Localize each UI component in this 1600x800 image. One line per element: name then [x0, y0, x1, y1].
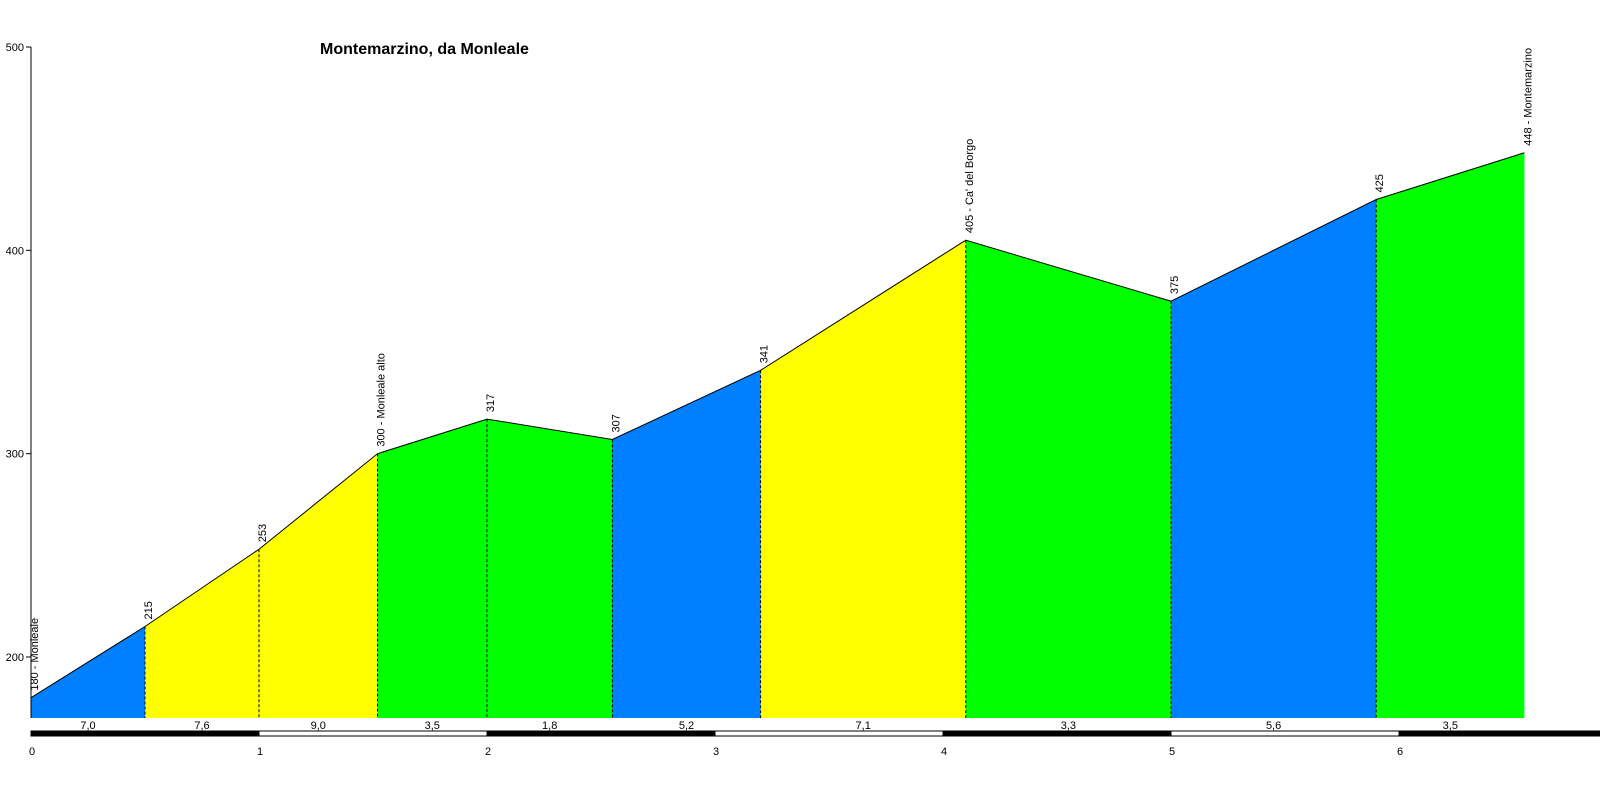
- point-labels: 180 - Monleale 215 253 300 - Monleale alto 3…: [29, 48, 1534, 691]
- segment-dividers: [144, 199, 1377, 718]
- x-tick-label: 4: [941, 746, 947, 758]
- point-label: 425: [1374, 174, 1386, 192]
- grade-labels: 7,0 7,6 9,0 3,5 1,8 5,2 7,1 3,3 5,6 3,5: [80, 720, 1458, 732]
- point-label: 253: [257, 524, 269, 542]
- x-tick-label: 2: [485, 746, 491, 758]
- segment-area: [760, 240, 966, 718]
- point-label: 448 - Montemarzino: [1522, 48, 1534, 146]
- segment-area: [487, 419, 613, 718]
- grade-label: 3,5: [1443, 720, 1458, 732]
- y-axis-ticks: 200 300 400 500: [6, 42, 31, 664]
- grade-label: 7,0: [80, 720, 95, 732]
- segment-area: [31, 626, 145, 718]
- x-tick-label: 5: [1169, 746, 1175, 758]
- y-tick-label: 200: [6, 652, 24, 664]
- scale-bar-block: [258, 730, 488, 737]
- segment-area: [965, 240, 1171, 718]
- y-tick-label: 300: [6, 449, 24, 461]
- segment-area: [1376, 152, 1525, 718]
- point-label: 215: [143, 601, 155, 619]
- scale-bar-block: [1170, 730, 1400, 737]
- scale-bar-block: [30, 730, 260, 737]
- segment-area: [612, 370, 761, 718]
- point-label: 317: [485, 394, 497, 412]
- segment-area: [259, 453, 378, 718]
- point-label: 405 - Ca' del Borgo: [964, 139, 976, 233]
- distance-scale-bar: [30, 730, 1600, 737]
- x-tick-label: 0: [29, 746, 35, 758]
- grade-label: 9,0: [311, 720, 326, 732]
- x-tick-label: 1: [257, 746, 263, 758]
- x-tick-label: 3: [713, 746, 719, 758]
- scale-bar-block: [942, 730, 1172, 737]
- y-tick-label: 500: [6, 42, 24, 54]
- grade-label: 1,8: [542, 720, 557, 732]
- x-axis-ticks: 0 1 2 3 4 5 6: [29, 746, 1403, 758]
- grade-label: 7,6: [194, 720, 209, 732]
- grade-label: 3,5: [425, 720, 440, 732]
- segment-area: [145, 549, 259, 718]
- scale-bar-block: [714, 730, 944, 737]
- grade-label: 3,3: [1061, 720, 1076, 732]
- grade-label: 5,6: [1266, 720, 1281, 732]
- grade-label: 7,1: [856, 720, 871, 732]
- y-tick-label: 400: [6, 245, 24, 257]
- segment-area: [377, 419, 487, 718]
- profile-line: [30, 152, 1525, 699]
- point-label: 180 - Monleale: [29, 618, 41, 691]
- point-label: 341: [759, 345, 771, 363]
- chart-title: Montemarzino, da Monleale: [320, 41, 529, 58]
- point-label: 375: [1169, 276, 1181, 294]
- grade-label: 5,2: [679, 720, 694, 732]
- segment-areas: [31, 152, 1525, 718]
- point-label: 300 - Monleale alto: [376, 353, 388, 447]
- point-label: 307: [610, 414, 622, 432]
- segment-area: [1171, 199, 1377, 718]
- scale-bar-block: [1398, 730, 1600, 737]
- x-tick-label: 6: [1397, 746, 1403, 758]
